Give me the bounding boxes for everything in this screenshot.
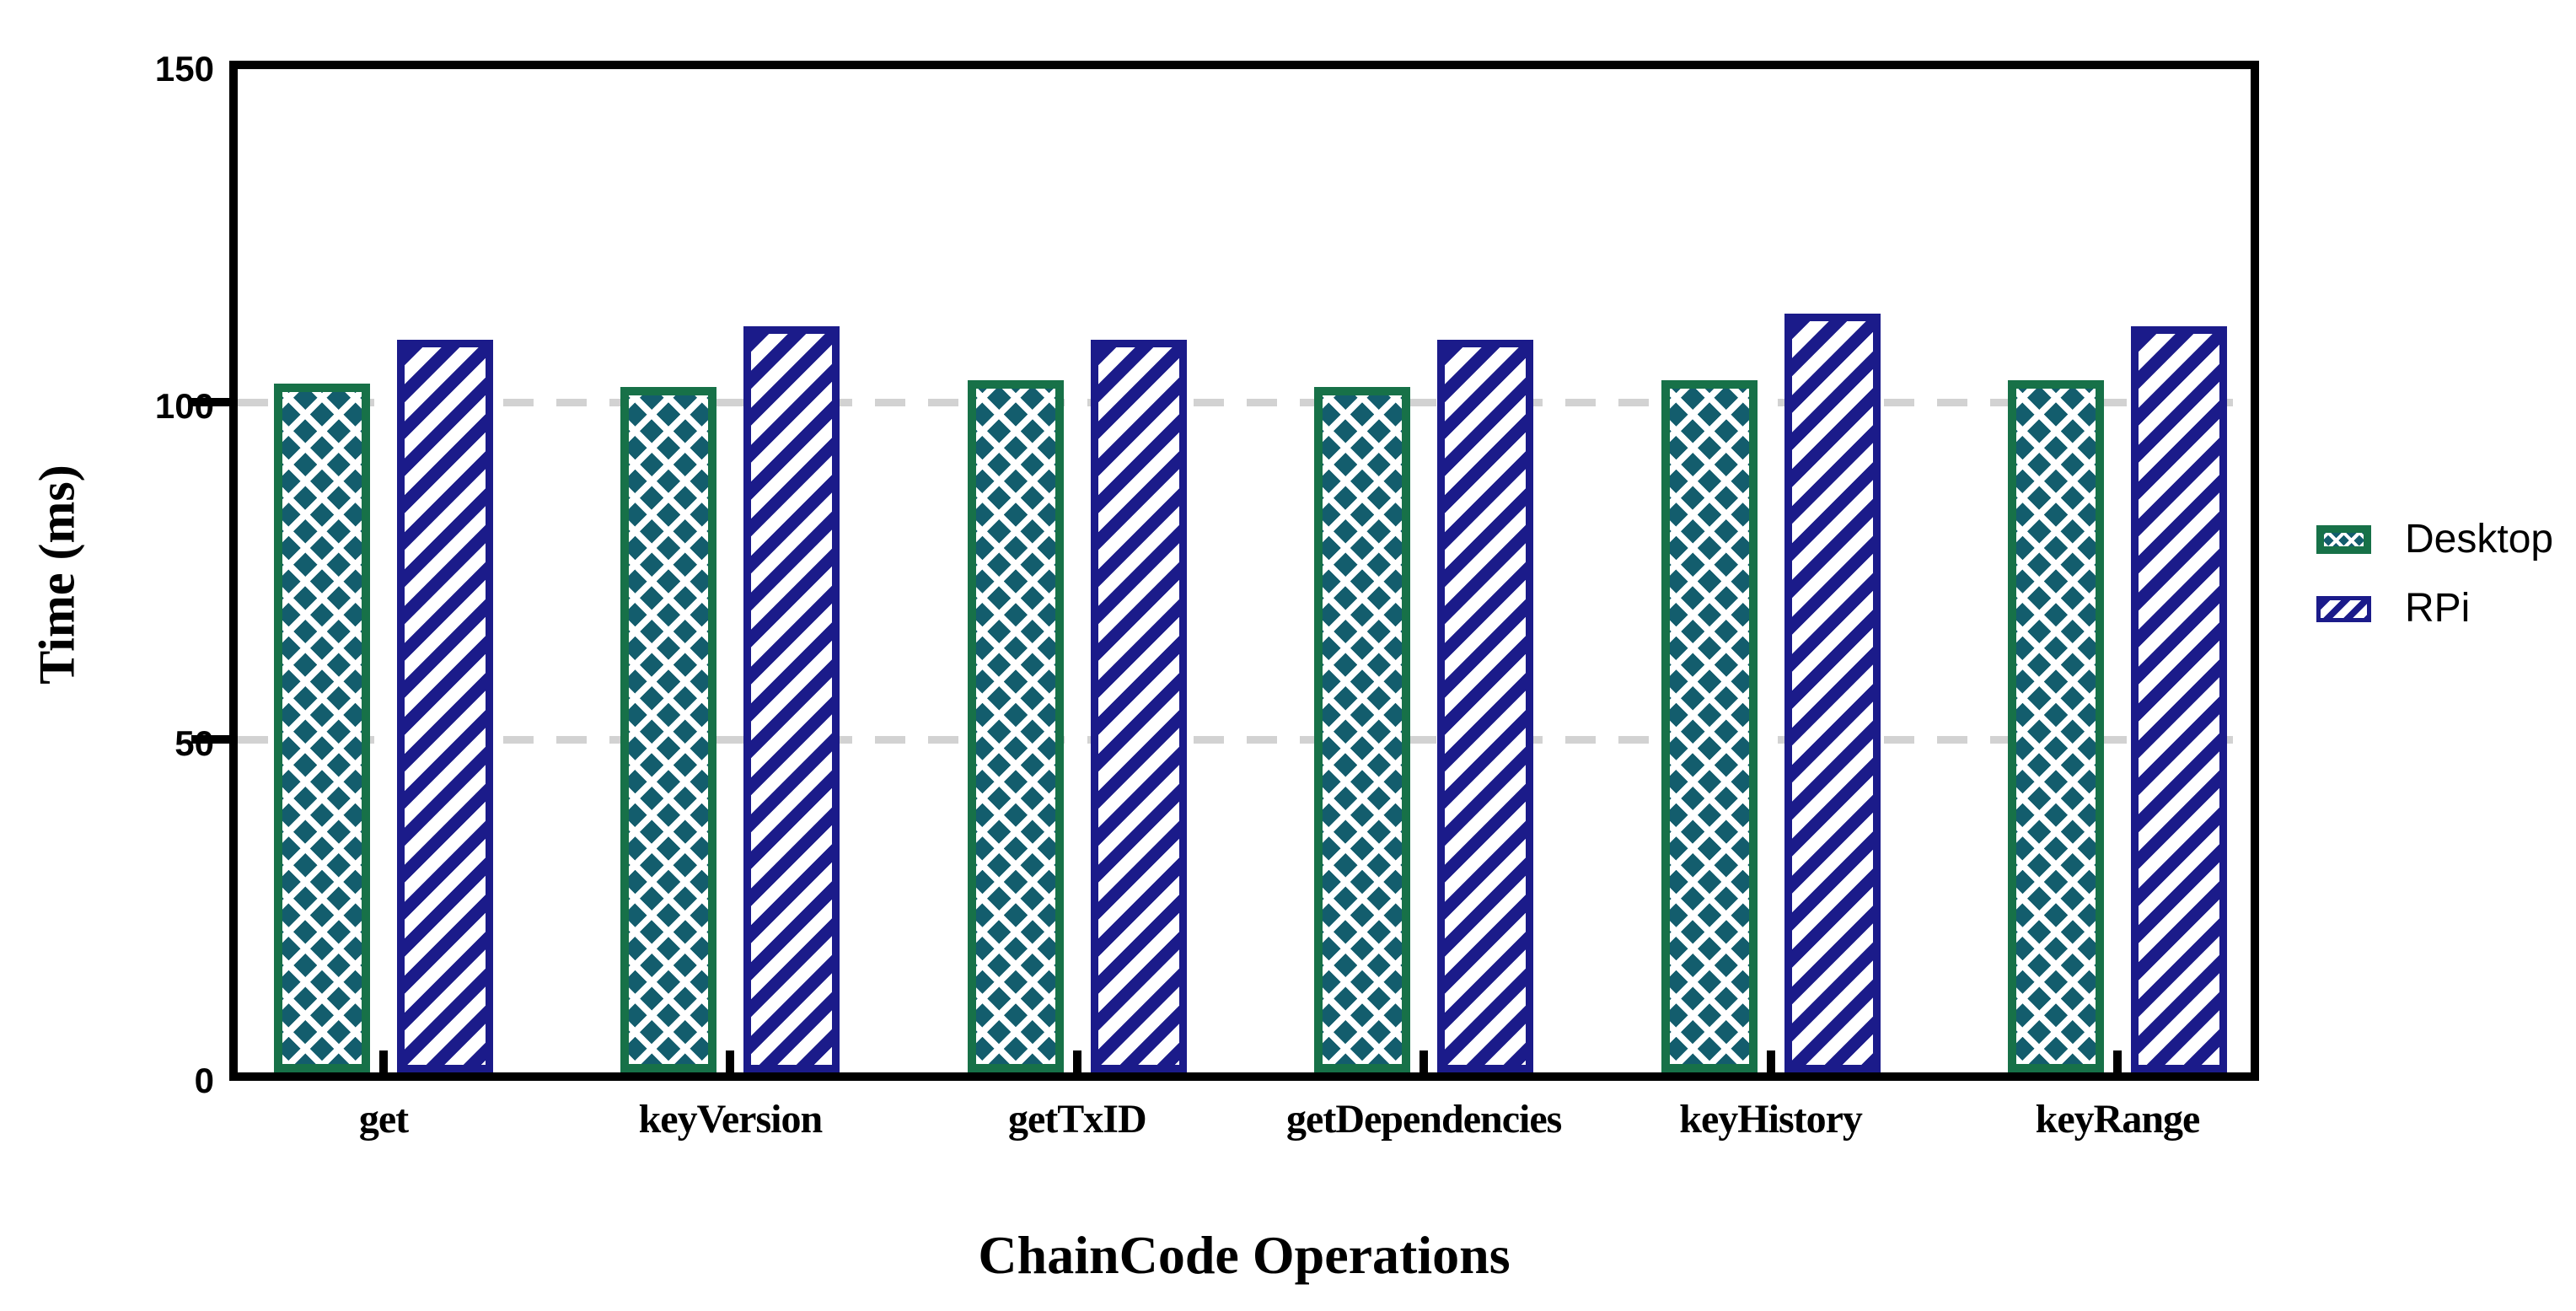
y-tick-label-0: 0 [194, 1061, 214, 1100]
x-tick-label-keyVersion: keyVersion [638, 1097, 824, 1142]
legend: Desktop RPi [2316, 511, 2553, 637]
x-tick-keyRange [2113, 1050, 2122, 1072]
y-tick-label-50: 50 [174, 723, 214, 763]
x-tick-label-keyHistory: keyHistory [1679, 1097, 1863, 1142]
bar-rpi-keyRange [2131, 326, 2227, 1072]
y-tick-100 [191, 398, 229, 406]
x-tick-get [379, 1050, 388, 1072]
bar-rpi-keyHistory [1784, 314, 1881, 1072]
bar-rpi-getTxID [1090, 340, 1187, 1072]
plot-area [229, 61, 2259, 1081]
gridline-100 [238, 398, 2251, 406]
legend-item-desktop: Desktop [2316, 511, 2553, 568]
y-tick-label-100: 100 [154, 386, 214, 426]
legend-swatch-desktop-pattern [2316, 525, 2371, 554]
bar-rpi-get [397, 340, 493, 1072]
bar-desktop-get [274, 384, 370, 1072]
y-tick-50 [191, 735, 229, 744]
x-axis-title: ChainCode Operations [978, 1225, 1511, 1285]
plot-inner [238, 69, 2251, 1072]
x-tick-keyHistory [1766, 1050, 1775, 1072]
legend-swatch-rpi-pattern [2316, 595, 2371, 622]
x-tick-getDependencies [1419, 1050, 1429, 1072]
legend-item-rpi: RPi [2316, 580, 2553, 637]
bar-rpi-keyVersion [743, 326, 840, 1072]
bar-desktop-keyVersion [620, 387, 717, 1072]
x-tick-label-keyRange: keyRange [2035, 1097, 2201, 1142]
x-tick-label-getTxID: getTxID [1007, 1097, 1147, 1142]
bar-desktop-getTxID [967, 380, 1064, 1072]
legend-label-desktop: Desktop [2405, 517, 2554, 561]
bar-desktop-keyRange [2008, 380, 2104, 1072]
x-tick-label-get: get [358, 1097, 409, 1142]
bar-desktop-getDependencies [1314, 387, 1411, 1072]
bar-rpi-getDependencies [1437, 340, 1534, 1072]
gridline-50 [238, 735, 2251, 744]
y-tick-label-150: 150 [154, 49, 214, 89]
bar-desktop-keyHistory [1661, 380, 1758, 1072]
x-tick-label-getDependencies: getDependencies [1286, 1097, 1562, 1142]
x-tick-keyVersion [726, 1050, 735, 1072]
x-tick-getTxID [1072, 1050, 1081, 1072]
legend-label-rpi: RPi [2405, 586, 2471, 631]
